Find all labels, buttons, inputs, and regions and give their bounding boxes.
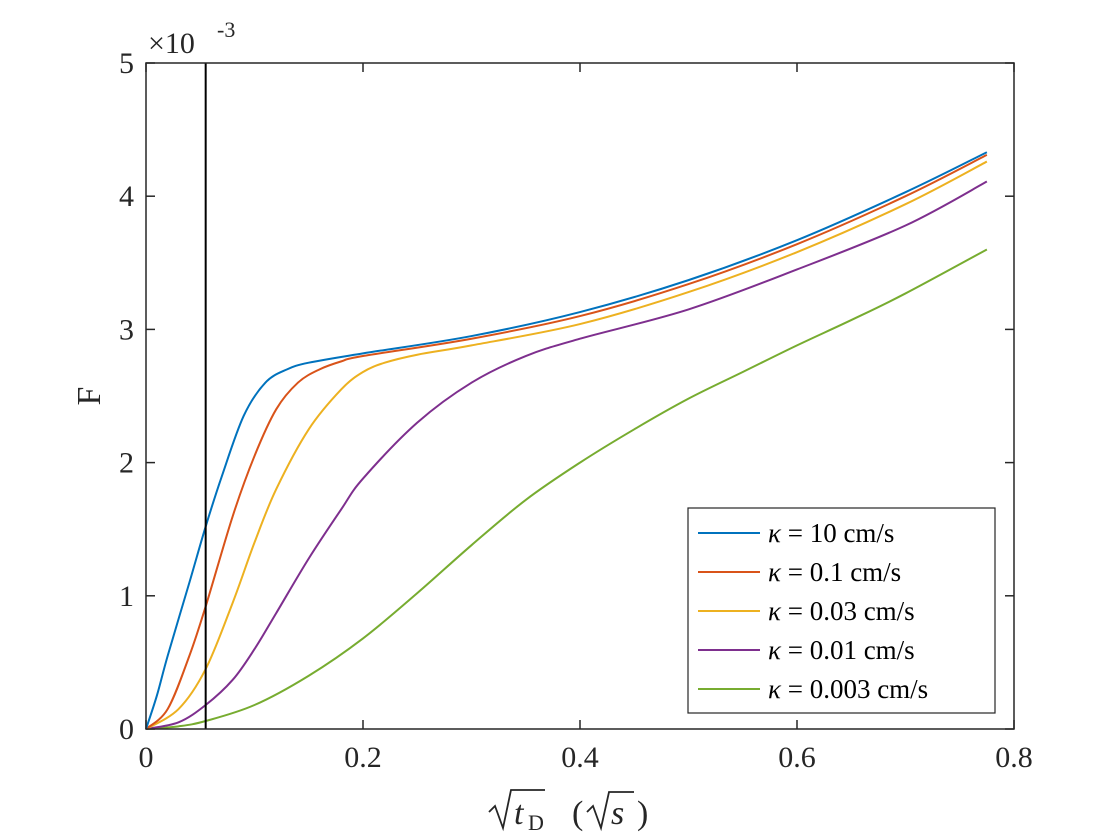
x-label-subscript: D bbox=[528, 810, 544, 835]
x-tick-label: 0.2 bbox=[344, 741, 382, 774]
legend-label: = 0.01 cm/s bbox=[781, 635, 915, 665]
axes-box bbox=[145, 62, 1015, 730]
legend-symbol: κ bbox=[768, 674, 782, 704]
tick-labels: 0 0.2 0.4 0.6 0.8 0 1 2 3 4 5 bbox=[119, 47, 1033, 774]
legend-label: = 10 cm/s bbox=[781, 518, 894, 548]
x-label-s: s bbox=[611, 795, 624, 832]
legend-entry: κ = 0.01 cm/s bbox=[768, 635, 915, 665]
y-tick-label: 3 bbox=[119, 313, 134, 346]
legend-label: = 0.03 cm/s bbox=[781, 596, 915, 626]
legend-symbol: κ bbox=[768, 518, 782, 548]
y-tick-label: 2 bbox=[119, 447, 134, 480]
x-tick-label: 0.6 bbox=[778, 741, 816, 774]
legend-symbol: κ bbox=[768, 635, 782, 665]
legend-entry: κ = 0.003 cm/s bbox=[768, 674, 928, 704]
sqrt-symbol-2 bbox=[586, 791, 634, 832]
series-line-0 bbox=[145, 151, 988, 730]
y-multiplier-base: ×10 bbox=[148, 27, 195, 60]
x-tick-label: 0.4 bbox=[561, 741, 599, 774]
series-line-4 bbox=[145, 248, 988, 730]
series-line-2 bbox=[145, 160, 988, 730]
y-tick-label: 4 bbox=[119, 180, 134, 213]
y-axis-label: F bbox=[71, 387, 108, 406]
y-tick-label: 1 bbox=[119, 580, 134, 613]
x-tick-label: 0.8 bbox=[995, 741, 1033, 774]
x-label-close-paren: ) bbox=[637, 795, 648, 832]
legend-entry: κ = 0.03 cm/s bbox=[768, 596, 915, 626]
x-axis-label: t D ( s ) bbox=[488, 789, 648, 835]
legend: κ = 10 cm/sκ = 0.1 cm/sκ = 0.03 cm/sκ = … bbox=[687, 507, 996, 714]
legend-symbol: κ bbox=[768, 596, 782, 626]
legend-label: = 0.1 cm/s bbox=[781, 557, 901, 587]
series-line-3 bbox=[145, 180, 988, 730]
legend-symbol: κ bbox=[768, 557, 782, 587]
x-label-open-paren: ( bbox=[572, 795, 583, 832]
x-label-t: t bbox=[514, 795, 525, 832]
sqrt-symbol-1 bbox=[488, 789, 545, 832]
legend-entry: κ = 0.1 cm/s bbox=[768, 557, 901, 587]
y-multiplier-exponent: -3 bbox=[217, 17, 235, 42]
legend-label: = 0.003 cm/s bbox=[781, 674, 928, 704]
y-multiplier: ×10 -3 bbox=[148, 17, 235, 60]
legend-entry: κ = 10 cm/s bbox=[768, 518, 894, 548]
y-tick-label: 0 bbox=[119, 713, 134, 746]
y-tick-label: 5 bbox=[119, 47, 134, 80]
x-tick-label: 0 bbox=[139, 741, 154, 774]
